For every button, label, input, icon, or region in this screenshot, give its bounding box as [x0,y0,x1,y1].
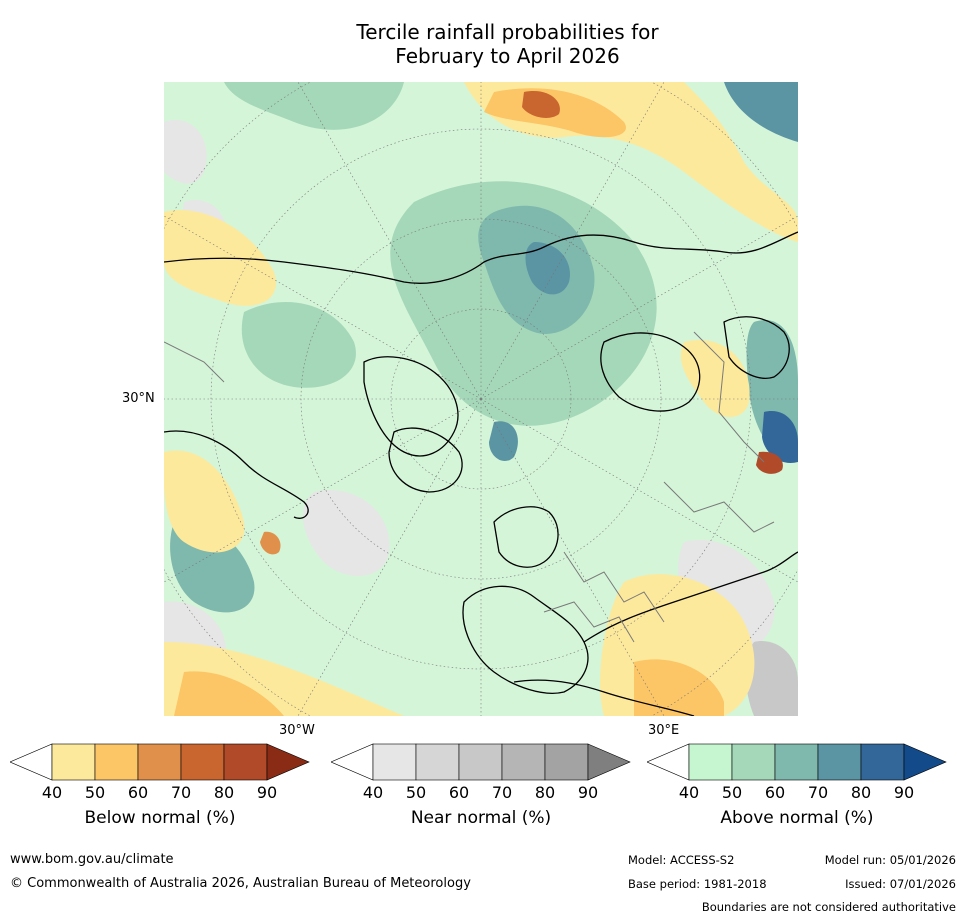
colorbar-above-normal: 40 50 60 70 80 90 [646,743,947,802]
graticule [164,82,798,716]
colorbar-segment [860,743,905,781]
colorbar-segment [646,743,690,781]
above-normal-region [489,421,518,462]
above-normal-region [724,82,798,142]
near-normal-region [164,120,207,184]
below-normal-strong-region [756,451,783,474]
above-normal-region [241,302,356,388]
below-normal-region [174,671,284,716]
map-title: Tercile rainfall probabilities for Febru… [250,20,765,68]
colorbar-segment [415,743,460,781]
colorbar-tick: 90 [893,783,915,802]
near-normal-region [303,490,390,576]
below-normal-region [260,531,281,555]
colorbar-segment [51,743,96,781]
colorbar-below-normal: 40 50 60 70 80 90 [9,743,310,802]
colorbar-segment [903,743,947,781]
above-normal-strong-region [762,411,798,463]
colorbar-tick: 60 [127,783,149,802]
colorbar-segment [458,743,503,781]
base-period: Base period: 1981-2018 [628,877,767,891]
latitude-label-30n: 30°N [122,391,155,406]
colorbar-segment [9,743,53,781]
colorbar-segment [266,743,310,781]
colorbar-tick: 90 [256,783,278,802]
colorbar-tick: 80 [213,783,235,802]
title-line-1: Tercile rainfall probabilities for [356,20,659,44]
colorbar-segment [544,743,589,781]
colorbar-tick: 90 [577,783,599,802]
title-line-2: February to April 2026 [395,44,620,68]
colorbar-tick: 50 [721,783,743,802]
issued-date: Issued: 07/01/2026 [845,877,956,891]
colorbar-segment [817,743,862,781]
below-normal-strong-region [522,91,560,118]
colorbar-segment [688,743,733,781]
colorbar-segment [774,743,819,781]
colorbar-tick: 70 [491,783,513,802]
colorbar-tick: 50 [84,783,106,802]
above-normal-strong-region [525,242,570,295]
colorbar-segment [223,743,268,781]
colorbar-label-above-normal: Above normal (%) [720,808,874,828]
coastlines [164,231,798,716]
colorbar-segment [330,743,374,781]
colorbar-segment [501,743,546,781]
boundaries-disclaimer: Boundaries are not considered authoritat… [701,900,956,914]
colorbar-tick: 40 [678,783,700,802]
colorbar-tick: 60 [448,783,470,802]
country-borders [164,331,775,643]
below-normal-region [634,659,724,716]
website-link[interactable]: www.bom.gov.au/climate [10,852,174,867]
colorbar-segment [180,743,225,781]
longitude-label-30w: 30°W [279,723,315,738]
colorbar-segment [372,743,417,781]
colorbar-label-near-normal: Near normal (%) [410,808,552,828]
colorbar-tick: 50 [405,783,427,802]
colorbar-segment [94,743,139,781]
below-normal-region [680,340,750,417]
below-normal-region [164,450,245,553]
copyright-text: © Commonwealth of Australia 2026, Austra… [10,876,471,891]
above-normal-region [224,82,404,130]
model-run-date: Model run: 05/01/2026 [824,853,956,867]
colorbar-tick: 40 [41,783,63,802]
colorbar-label-below-normal: Below normal (%) [84,808,236,828]
colorbar-segment [587,743,631,781]
colorbar-tick: 80 [850,783,872,802]
colorbar-segment [731,743,776,781]
near-normal-region [745,641,798,716]
colorbar-tick: 60 [764,783,786,802]
colorbar-near-normal: 40 50 60 70 80 90 [330,743,631,802]
colorbar-tick: 70 [807,783,829,802]
rainfall-probability-map [164,82,798,716]
model-name: Model: ACCESS-S2 [628,853,735,867]
colorbar-segment [137,743,182,781]
colorbar-tick: 40 [362,783,384,802]
colorbar-tick: 80 [534,783,556,802]
colorbar-tick: 70 [170,783,192,802]
longitude-label-30e: 30°E [648,723,680,738]
